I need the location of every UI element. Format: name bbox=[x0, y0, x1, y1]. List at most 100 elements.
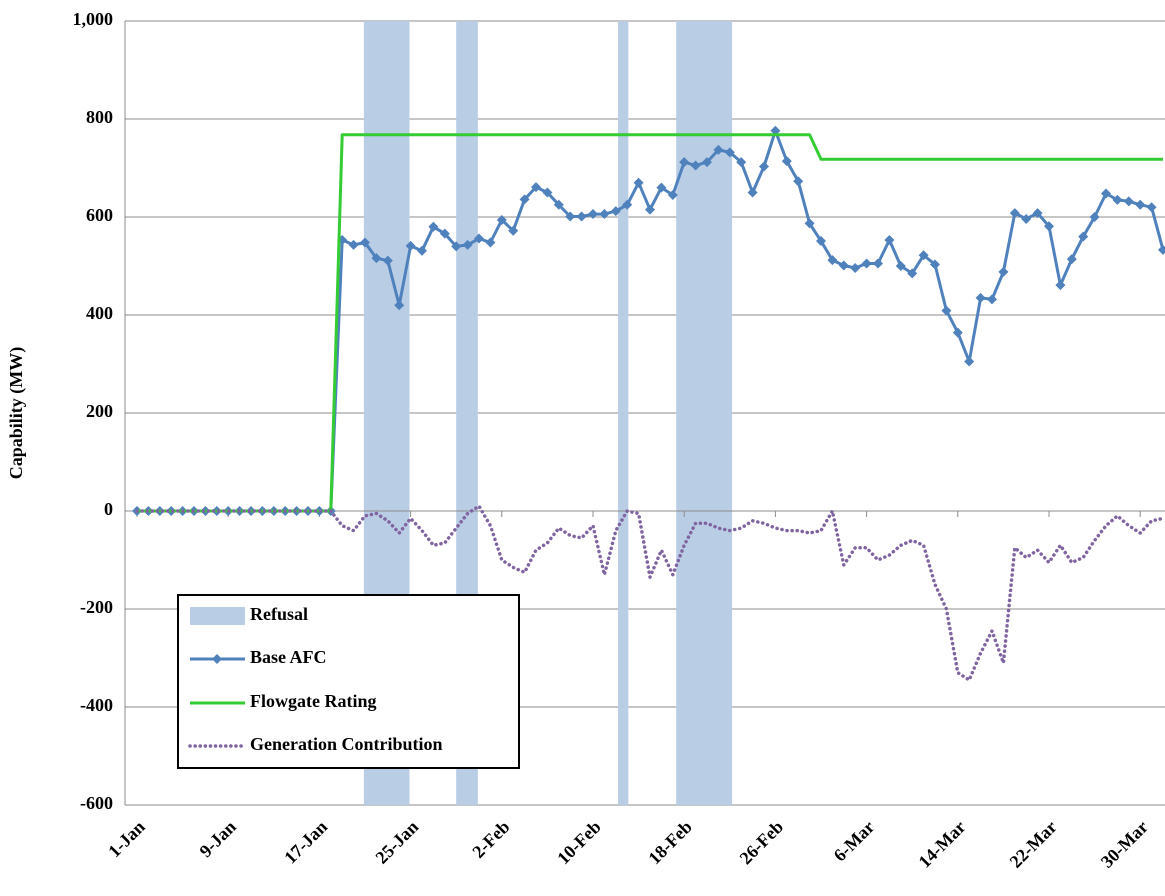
marker bbox=[952, 327, 963, 338]
marker bbox=[417, 245, 427, 256]
marker bbox=[747, 187, 758, 198]
x-tick-label: 9-Jan bbox=[195, 817, 240, 862]
x-tick-label: 17-Jan bbox=[280, 817, 331, 868]
marker bbox=[941, 305, 952, 316]
marker bbox=[816, 236, 826, 247]
marker bbox=[690, 160, 701, 171]
y-axis-label: Capability (MW) bbox=[6, 347, 27, 480]
legend: Refusal Base AFC Flowgate Rating Generation… bbox=[177, 594, 520, 769]
legend-label: Flowgate Rating bbox=[250, 691, 376, 711]
marker bbox=[1021, 213, 1032, 224]
x-tick-label: 14-Mar bbox=[914, 817, 969, 872]
marker bbox=[531, 182, 541, 193]
marker bbox=[667, 189, 678, 200]
x-tick-label: 6-Mar bbox=[830, 817, 879, 866]
marker bbox=[804, 218, 815, 229]
legend-label: Refusal bbox=[250, 604, 308, 624]
y-tick-label: 800 bbox=[86, 107, 113, 127]
legend-swatch bbox=[190, 607, 245, 625]
y-tick-label: 400 bbox=[86, 303, 113, 323]
marker bbox=[895, 261, 906, 271]
marker bbox=[382, 255, 393, 266]
marker bbox=[405, 240, 416, 251]
marker bbox=[873, 258, 883, 269]
marker bbox=[565, 211, 576, 222]
marker bbox=[1101, 188, 1111, 199]
marker bbox=[542, 187, 553, 198]
y-tick-label: 1,000 bbox=[73, 9, 114, 29]
marker bbox=[576, 211, 587, 222]
marker bbox=[1089, 212, 1100, 222]
marker bbox=[838, 260, 849, 271]
series-line bbox=[137, 133, 1163, 513]
marker bbox=[360, 237, 370, 248]
marker bbox=[1123, 196, 1134, 207]
marker bbox=[998, 266, 1009, 277]
marker bbox=[485, 237, 496, 248]
refusal-band bbox=[618, 21, 629, 805]
marker bbox=[1135, 199, 1146, 210]
marker bbox=[1044, 221, 1054, 232]
marker bbox=[724, 147, 735, 158]
marker bbox=[1078, 231, 1089, 242]
marker bbox=[1009, 208, 1020, 219]
marker bbox=[702, 157, 712, 168]
x-tick-label: 18-Feb bbox=[644, 817, 696, 869]
marker bbox=[553, 199, 564, 210]
marker bbox=[827, 255, 838, 266]
marker bbox=[599, 209, 610, 220]
y-tick-label: -400 bbox=[80, 695, 113, 715]
marker bbox=[348, 239, 359, 250]
x-tick-label: 25-Jan bbox=[371, 817, 422, 868]
marker bbox=[462, 239, 473, 250]
legend-label: Base AFC bbox=[250, 647, 327, 667]
y-tick-label: 0 bbox=[104, 499, 113, 519]
marker bbox=[451, 241, 462, 252]
x-tick-label: 2-Feb bbox=[468, 817, 513, 862]
marker bbox=[474, 233, 484, 244]
y-tick-label: 600 bbox=[86, 205, 113, 225]
marker bbox=[496, 214, 507, 225]
marker bbox=[622, 199, 633, 210]
x-tick-label: 22-Mar bbox=[1006, 817, 1061, 872]
x-tick-label: 26-Feb bbox=[736, 817, 788, 869]
marker bbox=[975, 292, 986, 303]
marker bbox=[1158, 244, 1165, 255]
marker bbox=[1066, 254, 1077, 265]
y-tick-label: 200 bbox=[86, 401, 113, 421]
legend-label: Generation Contribution bbox=[250, 734, 443, 754]
y-tick-label: -200 bbox=[80, 597, 113, 617]
marker bbox=[679, 157, 690, 168]
legend-marker bbox=[212, 654, 222, 664]
y-tick-label: -600 bbox=[80, 793, 113, 813]
marker bbox=[588, 209, 598, 220]
marker bbox=[1055, 280, 1066, 291]
marker bbox=[964, 356, 975, 367]
marker bbox=[713, 144, 724, 155]
marker bbox=[930, 259, 940, 270]
marker bbox=[907, 268, 918, 279]
marker bbox=[1112, 194, 1123, 205]
marker bbox=[861, 258, 872, 269]
series-line bbox=[135, 504, 1165, 682]
marker bbox=[656, 182, 667, 193]
marker bbox=[918, 250, 929, 261]
refusal-band bbox=[676, 21, 733, 805]
x-tick-label: 30-Mar bbox=[1097, 817, 1152, 872]
marker bbox=[1032, 208, 1043, 219]
series-line bbox=[137, 129, 1165, 513]
marker bbox=[428, 221, 439, 232]
marker bbox=[736, 157, 747, 168]
x-tick-label: 10-Feb bbox=[553, 817, 605, 869]
marker bbox=[781, 156, 792, 167]
marker bbox=[759, 161, 769, 172]
marker bbox=[633, 177, 644, 188]
marker bbox=[439, 228, 450, 239]
marker bbox=[1146, 202, 1157, 213]
marker bbox=[371, 253, 382, 264]
marker bbox=[645, 204, 655, 215]
marker bbox=[793, 176, 804, 187]
marker bbox=[394, 300, 405, 311]
marker bbox=[850, 262, 861, 273]
